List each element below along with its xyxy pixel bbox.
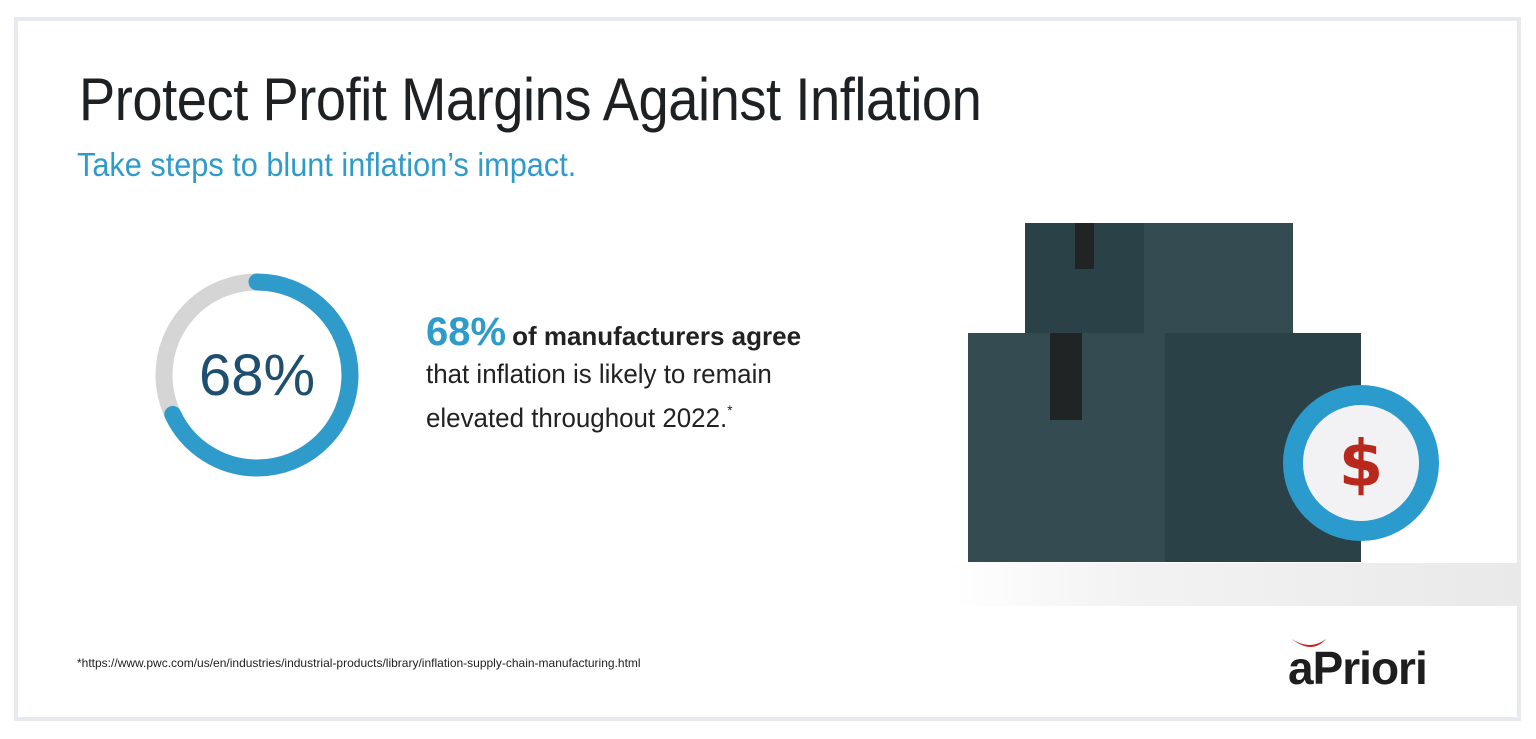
stat-line-2: that inflation is likely to remain bbox=[426, 359, 772, 389]
page-subtitle: Take steps to blunt inflation’s impact. bbox=[77, 146, 577, 183]
stat-headline-rest: of manufacturers agree bbox=[512, 321, 802, 351]
page-title: Protect Profit Margins Against Inflation bbox=[79, 66, 982, 133]
donut-chart bbox=[155, 273, 359, 477]
stat-line-3: elevated throughout 2022.* bbox=[426, 392, 786, 436]
stat-block: 68% of manufacturers agree that inflation… bbox=[426, 312, 801, 436]
dollar-coin-icon: $ bbox=[1283, 385, 1439, 541]
donut-center-label: 68% bbox=[198, 342, 316, 408]
footnote-marker: * bbox=[727, 402, 733, 418]
stat-headline: 68% of manufacturers agree bbox=[426, 312, 801, 356]
source-footnote: *https://www.pwc.com/us/en/industries/in… bbox=[77, 656, 641, 670]
stat-highlight-percent: 68% bbox=[426, 310, 507, 354]
dollar-sign: $ bbox=[1339, 428, 1384, 502]
apriori-logo: aPriori bbox=[1288, 642, 1428, 694]
donut-progress-arc bbox=[155, 273, 359, 477]
floor-shadow bbox=[950, 563, 1519, 606]
logo-swoosh-icon bbox=[1292, 639, 1326, 647]
stat-line-3-text: elevated throughout 2022. bbox=[426, 403, 728, 433]
